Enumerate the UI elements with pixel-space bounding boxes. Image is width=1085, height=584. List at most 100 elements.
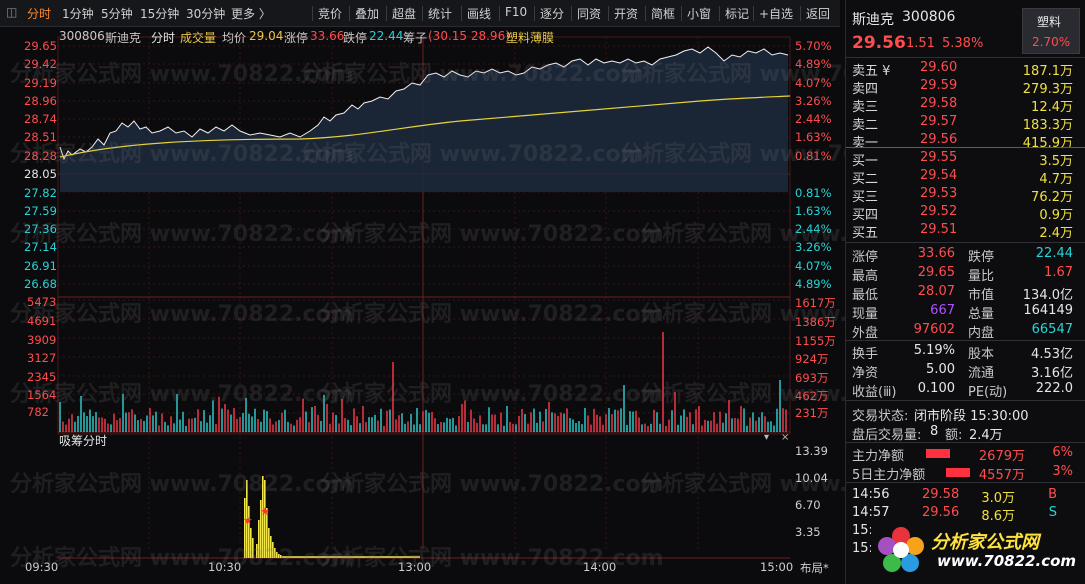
toolbar-btn-0[interactable]: 竞价 <box>318 7 343 21</box>
after-hours-volume: 8 <box>930 424 939 439</box>
volume-tick: 3127 <box>27 351 57 365</box>
toolbar-separator <box>349 6 350 21</box>
volume-tick: 1564 <box>27 388 57 402</box>
toolbar-separator <box>461 6 462 21</box>
price-tick: 29.65 <box>24 39 57 53</box>
stat-label: 现量 <box>852 307 879 322</box>
toolbar-btn-8[interactable]: 开资 <box>614 7 639 21</box>
price-area-fill <box>60 47 788 192</box>
toolbar-btn-11[interactable]: 标记 <box>725 7 750 21</box>
orderbook-price: 29.58 <box>920 96 958 111</box>
pct-tick: 2.44% <box>795 112 832 126</box>
sector-tag[interactable]: 塑料薄膜 <box>506 31 555 45</box>
stat-label: 流通 <box>968 366 995 381</box>
panel-toggle-icon[interactable]: ◫ <box>6 5 18 19</box>
stat-value: 222.0 <box>1035 381 1073 396</box>
time-tick: 15:00 <box>760 560 794 574</box>
stat-label: 净资 <box>852 366 879 381</box>
indicator-bar <box>264 480 266 558</box>
toolbar-separator <box>753 6 754 21</box>
indicator-bar <box>274 548 276 558</box>
mode-label: 分时 <box>151 31 176 45</box>
toolbar-btn-12[interactable]: +自选 <box>759 7 794 21</box>
stat-label: 股本 <box>968 347 995 362</box>
logo-text: 分析家公式网 <box>931 532 1039 553</box>
status-label: 交易状态: <box>852 409 909 424</box>
orderbook-label: 卖一 <box>852 136 879 151</box>
stat-value: 667 <box>930 303 955 318</box>
pct-tick: 5.70% <box>795 39 832 53</box>
orderbook-label: 卖四 <box>852 82 879 97</box>
tab-1min[interactable]: 1分钟 <box>62 7 94 21</box>
sector-box-label: 塑料 <box>1037 15 1062 29</box>
volume-tick-amount: 1386万 <box>795 315 836 329</box>
orderbook-price: 29.55 <box>920 150 958 165</box>
stat-value: 66547 <box>1031 322 1073 337</box>
volume-tick-amount: 1155万 <box>795 334 836 348</box>
price-tick: 27.82 <box>24 186 57 200</box>
price-tick-mid: 28.05 <box>24 167 57 181</box>
after-hours-amount: 2.4万 <box>969 428 1003 443</box>
intraday-chart[interactable]: ★ ★ <box>0 27 840 584</box>
flow-label: 5日主力净额 <box>852 468 926 483</box>
toolbar-separator <box>681 6 682 21</box>
stat-label: 最低 <box>852 288 879 303</box>
toolbar-btn-6[interactable]: 逐分 <box>540 7 565 21</box>
indicator-bar <box>278 554 280 558</box>
pct-tick: 1.63% <box>795 130 832 144</box>
pct-tick: 4.07% <box>795 259 832 273</box>
tab-fenshi[interactable]: 分时 <box>27 7 52 21</box>
stat-label: 外盘 <box>852 326 879 341</box>
orderbook-volume: 2.4万 <box>1039 226 1073 241</box>
tab-more[interactable]: 更多 〉 <box>231 7 271 21</box>
indicator-title: 吸筹分时 <box>59 434 108 448</box>
toolbar-btn-9[interactable]: 简框 <box>651 7 676 21</box>
orderbook-price: 29.57 <box>920 114 958 129</box>
toolbar-separator <box>499 6 500 21</box>
stat-label: 换手 <box>852 347 879 362</box>
toolbar-separator <box>386 6 387 21</box>
tab-15min[interactable]: 15分钟 <box>140 7 180 21</box>
toolbar-separator <box>719 6 720 21</box>
sector-box[interactable]: 塑料 2.70% <box>1022 8 1080 54</box>
toolbar-separator <box>534 6 535 21</box>
divider <box>846 340 1085 341</box>
flow-value: 4557万 <box>978 468 1025 483</box>
chip-value: (30.15 28.96) <box>428 29 510 43</box>
pct-tick: 2.44% <box>795 222 832 236</box>
toolbar-btn-4[interactable]: 画线 <box>467 7 492 21</box>
indicator-close-icon[interactable]: × <box>781 432 790 443</box>
indicator-bar <box>248 506 250 558</box>
toolbar-btn-3[interactable]: 统计 <box>428 7 453 21</box>
indicator-bar <box>272 542 274 558</box>
tick-volume: 3.0万 <box>981 491 1015 506</box>
toolbar-btn-13[interactable]: 返回 <box>806 7 831 21</box>
volume-tick-amount: 693万 <box>795 371 829 385</box>
stat-value: 1.67 <box>1044 265 1073 280</box>
stat-value: 5.00 <box>926 362 955 377</box>
stat-label: 收益(ⅲ) <box>852 385 897 400</box>
indicator-menu-icon[interactable]: ▾ <box>764 432 770 443</box>
tab-30min[interactable]: 30分钟 <box>186 7 226 21</box>
toolbar-btn-2[interactable]: 超盘 <box>392 7 417 21</box>
tick-price: 29.58 <box>922 487 960 502</box>
tab-5min[interactable]: 5分钟 <box>101 7 133 21</box>
toolbar-btn-5[interactable]: F10 <box>505 5 528 19</box>
pct-tick: 4.89% <box>795 277 832 291</box>
flow-value: 2679万 <box>978 449 1025 464</box>
toolbar-btn-1[interactable]: 叠加 <box>355 7 380 21</box>
indicator-tick: 6.70 <box>795 498 821 512</box>
divider <box>846 242 1085 243</box>
after-hours-amount-label: 额: <box>945 428 963 443</box>
toolbar-btn-10[interactable]: 小窗 <box>687 7 712 21</box>
stat-value: 4.53亿 <box>1031 347 1073 362</box>
pct-tick: 0.81% <box>795 186 832 200</box>
indicator-bar <box>246 480 248 558</box>
pct-tick: 1.63% <box>795 204 832 218</box>
stat-value: 28.07 <box>917 284 955 299</box>
stat-label: 内盘 <box>968 326 995 341</box>
indicator-tick: 13.39 <box>795 444 828 458</box>
toolbar-btn-7[interactable]: 同资 <box>577 7 602 21</box>
chip-label: 筹子 <box>403 31 428 45</box>
layout-button[interactable]: 布局* <box>800 561 829 575</box>
